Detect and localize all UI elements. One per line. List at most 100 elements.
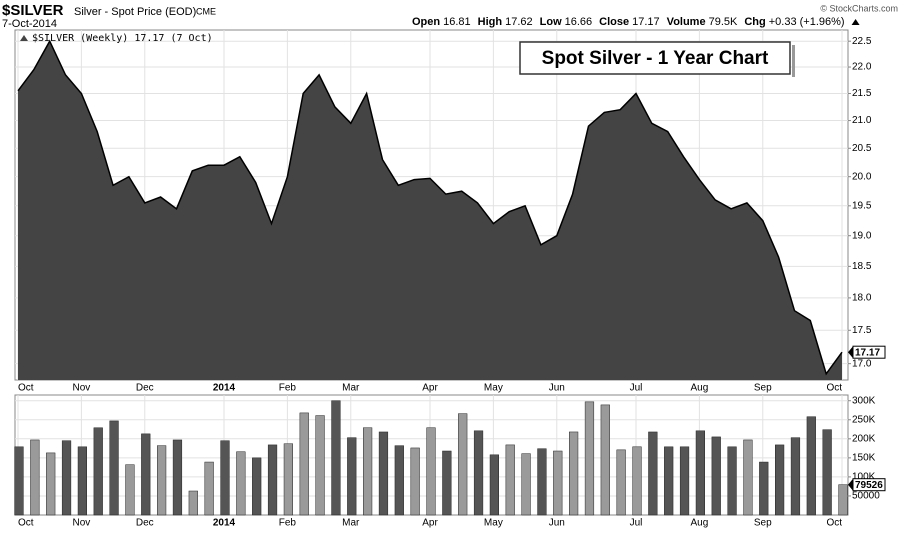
x-tick-label: Oct (18, 383, 34, 394)
x-tick-label: Jun (549, 518, 565, 529)
volume-bar (347, 437, 357, 516)
volume-bar (363, 427, 373, 516)
x-tick-label: Apr (422, 383, 438, 394)
y-tick-label: 17.5 (852, 325, 872, 336)
volume-bar (252, 457, 262, 516)
volume-bar (299, 412, 309, 516)
volume-bar (157, 445, 167, 516)
exchange: CME (196, 6, 216, 16)
x-tick-label: Sep (754, 383, 772, 394)
volume-bar (30, 439, 40, 516)
x-tick-label: Jun (549, 383, 565, 394)
volume-bar (695, 430, 705, 516)
volume-bar (664, 446, 674, 516)
volume-bar (584, 401, 595, 516)
volume-bar (188, 490, 198, 516)
area (18, 41, 842, 380)
credit: © StockCharts.com (820, 3, 898, 13)
last-value-label: 79526 (855, 480, 883, 491)
volume-bar (283, 443, 293, 516)
stat-value: +0.33 (+1.96%) (769, 16, 845, 28)
stat-label: High (478, 16, 503, 28)
volume-bar (806, 416, 816, 516)
title-shadow (792, 45, 795, 77)
volume-bar (125, 464, 135, 516)
last-value-box (852, 345, 886, 359)
x-tick-label: 2014 (213, 518, 236, 529)
x-tick-label: Oct (826, 518, 842, 529)
x-tick-label: 2014 (213, 383, 236, 394)
volume-bar (537, 448, 547, 516)
volume-bar (394, 445, 404, 516)
volume-bar (267, 444, 278, 516)
volume-bar (648, 431, 658, 516)
last-value-pointer (848, 346, 853, 359)
volume-bar (822, 429, 832, 516)
stat-value: 16.66 (565, 16, 593, 28)
x-tick-label: Mar (342, 518, 360, 529)
volume-bar (505, 444, 515, 516)
volume-bar (378, 431, 389, 516)
volume-bar (93, 427, 103, 516)
x-tick-label: Jul (630, 518, 643, 529)
x-tick-label: Aug (690, 518, 708, 529)
volume-bar (14, 446, 24, 516)
stat-value: 79.5K (709, 16, 738, 28)
volume-bar (775, 444, 785, 516)
volume-bar (236, 451, 246, 516)
x-tick-label: May (484, 518, 503, 529)
x-tick-label: Oct (18, 518, 34, 529)
volume-bar (458, 413, 468, 516)
volume-bar (521, 453, 531, 516)
volume-bar (426, 427, 436, 516)
y-tick-label: 21.0 (852, 115, 872, 126)
y-tick-label: 300K (852, 395, 876, 406)
stat-label: Open (412, 16, 440, 28)
x-tick-label: Mar (342, 383, 360, 394)
volume-bar (489, 454, 499, 516)
y-tick-label: 19.5 (852, 200, 872, 211)
y-tick-label: 19.0 (852, 230, 872, 241)
volume-bar (727, 446, 737, 516)
x-tick-label: May (484, 383, 503, 394)
x-tick-label: Feb (279, 383, 297, 394)
x-tick-label: Nov (72, 518, 90, 529)
volume-bar (315, 415, 325, 516)
y-tick-label: 22.5 (852, 36, 872, 47)
y-tick-label: 22.0 (852, 62, 872, 73)
x-tick-label: Apr (422, 518, 438, 529)
y-tick-label: 100K (852, 472, 876, 483)
volume-bar (77, 446, 87, 516)
stat-label: Low (540, 16, 562, 28)
y-tick-label: 21.5 (852, 88, 872, 99)
volume-bar (632, 446, 642, 516)
volume-bar (220, 440, 230, 516)
volume-bar (553, 450, 563, 516)
legend-label: $SILVER (Weekly) 17.17 (7 Oct) (32, 33, 213, 44)
volume-bar (679, 446, 690, 516)
volume-bar (569, 431, 579, 516)
volume-bar (759, 461, 769, 516)
stat-value: 16.81 (443, 16, 471, 28)
volume-bar (600, 404, 610, 516)
volume-bar (331, 400, 341, 516)
volume-bar (172, 439, 183, 516)
volume-bar (61, 440, 72, 516)
stat-label: Volume (667, 16, 706, 28)
title-box (519, 41, 791, 75)
x-tick-label: Feb (279, 518, 297, 529)
x-tick-label: Oct (826, 383, 842, 394)
stat-value: 17.62 (505, 16, 533, 28)
last-value-box (852, 478, 886, 492)
volume-bar (743, 439, 753, 516)
y-tick-label: 20.5 (852, 143, 872, 154)
up-arrow (851, 19, 860, 25)
y-tick-label: 50000 (852, 491, 880, 502)
chart-title: Spot Silver - 1 Year Chart (542, 48, 769, 69)
last-value-label: 17.17 (855, 347, 880, 358)
x-tick-label: Aug (690, 383, 708, 394)
volume-bar (616, 449, 626, 516)
y-tick-label: 17.0 (852, 358, 872, 369)
volume-bar (204, 461, 214, 516)
